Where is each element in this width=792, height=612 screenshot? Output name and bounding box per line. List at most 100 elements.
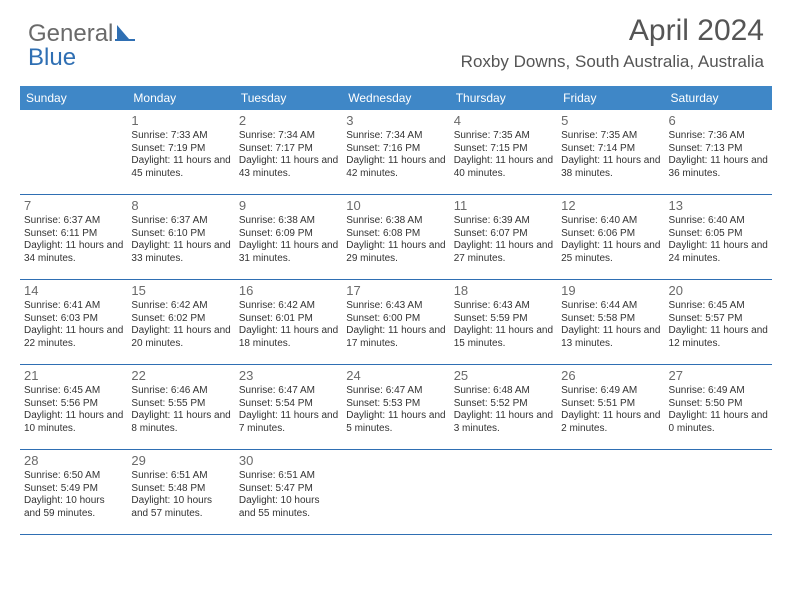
day-cell: 25Sunrise: 6:48 AMSunset: 5:52 PMDayligh…	[450, 365, 557, 449]
sunset-line: Sunset: 6:01 PM	[239, 313, 338, 326]
sunrise-line: Sunrise: 6:50 AM	[24, 470, 123, 483]
sunrise-line: Sunrise: 6:41 AM	[24, 300, 123, 313]
sunrise-line: Sunrise: 6:38 AM	[346, 215, 445, 228]
day-number: 29	[131, 453, 230, 469]
daylight-line: Daylight: 11 hours and 0 minutes.	[669, 410, 768, 435]
day-number: 28	[24, 453, 123, 469]
sunrise-line: Sunrise: 6:49 AM	[669, 385, 768, 398]
sunset-line: Sunset: 7:17 PM	[239, 143, 338, 156]
day-cell: 20Sunrise: 6:45 AMSunset: 5:57 PMDayligh…	[665, 280, 772, 364]
sunrise-line: Sunrise: 6:40 AM	[669, 215, 768, 228]
sunrise-line: Sunrise: 7:35 AM	[454, 130, 553, 143]
day-header-cell: Tuesday	[235, 86, 342, 110]
location: Roxby Downs, South Australia, Australia	[461, 52, 764, 72]
daylight-line: Daylight: 11 hours and 36 minutes.	[669, 155, 768, 180]
day-number: 15	[131, 283, 230, 299]
daylight-line: Daylight: 10 hours and 59 minutes.	[24, 495, 123, 520]
sunset-line: Sunset: 6:07 PM	[454, 228, 553, 241]
day-header-cell: Thursday	[450, 86, 557, 110]
sunset-line: Sunset: 6:08 PM	[346, 228, 445, 241]
sunrise-line: Sunrise: 6:42 AM	[239, 300, 338, 313]
sunset-line: Sunset: 7:15 PM	[454, 143, 553, 156]
day-cell	[450, 450, 557, 534]
day-cell: 15Sunrise: 6:42 AMSunset: 6:02 PMDayligh…	[127, 280, 234, 364]
day-cell: 26Sunrise: 6:49 AMSunset: 5:51 PMDayligh…	[557, 365, 664, 449]
day-number: 21	[24, 368, 123, 384]
day-header-cell: Wednesday	[342, 86, 449, 110]
day-cell: 28Sunrise: 6:50 AMSunset: 5:49 PMDayligh…	[20, 450, 127, 534]
daylight-line: Daylight: 11 hours and 15 minutes.	[454, 325, 553, 350]
daylight-line: Daylight: 11 hours and 27 minutes.	[454, 240, 553, 265]
title-block: April 2024 Roxby Downs, South Australia,…	[461, 14, 764, 72]
month-title: April 2024	[461, 14, 764, 48]
week-row: 14Sunrise: 6:41 AMSunset: 6:03 PMDayligh…	[20, 280, 772, 365]
sunset-line: Sunset: 5:59 PM	[454, 313, 553, 326]
day-cell: 21Sunrise: 6:45 AMSunset: 5:56 PMDayligh…	[20, 365, 127, 449]
sunset-line: Sunset: 5:56 PM	[24, 398, 123, 411]
daylight-line: Daylight: 11 hours and 17 minutes.	[346, 325, 445, 350]
sunrise-line: Sunrise: 6:42 AM	[131, 300, 230, 313]
day-number: 9	[239, 198, 338, 214]
logo-text-2: Blue	[28, 44, 76, 72]
sunset-line: Sunset: 5:58 PM	[561, 313, 660, 326]
day-number: 17	[346, 283, 445, 299]
daylight-line: Daylight: 11 hours and 22 minutes.	[24, 325, 123, 350]
daylight-line: Daylight: 11 hours and 31 minutes.	[239, 240, 338, 265]
sunset-line: Sunset: 5:52 PM	[454, 398, 553, 411]
day-header-cell: Friday	[557, 86, 664, 110]
daylight-line: Daylight: 11 hours and 40 minutes.	[454, 155, 553, 180]
day-cell: 10Sunrise: 6:38 AMSunset: 6:08 PMDayligh…	[342, 195, 449, 279]
daylight-line: Daylight: 11 hours and 24 minutes.	[669, 240, 768, 265]
day-number: 22	[131, 368, 230, 384]
daylight-line: Daylight: 11 hours and 13 minutes.	[561, 325, 660, 350]
day-number: 8	[131, 198, 230, 214]
day-cell	[557, 450, 664, 534]
day-cell: 11Sunrise: 6:39 AMSunset: 6:07 PMDayligh…	[450, 195, 557, 279]
day-number: 27	[669, 368, 768, 384]
sunrise-line: Sunrise: 6:40 AM	[561, 215, 660, 228]
day-number: 6	[669, 113, 768, 129]
day-cell: 13Sunrise: 6:40 AMSunset: 6:05 PMDayligh…	[665, 195, 772, 279]
day-cell	[20, 110, 127, 194]
sunset-line: Sunset: 5:57 PM	[669, 313, 768, 326]
sunrise-line: Sunrise: 7:35 AM	[561, 130, 660, 143]
sunset-line: Sunset: 6:00 PM	[346, 313, 445, 326]
daylight-line: Daylight: 11 hours and 7 minutes.	[239, 410, 338, 435]
sunrise-line: Sunrise: 6:43 AM	[346, 300, 445, 313]
day-cell: 19Sunrise: 6:44 AMSunset: 5:58 PMDayligh…	[557, 280, 664, 364]
day-cell: 4Sunrise: 7:35 AMSunset: 7:15 PMDaylight…	[450, 110, 557, 194]
day-cell: 12Sunrise: 6:40 AMSunset: 6:06 PMDayligh…	[557, 195, 664, 279]
day-number: 12	[561, 198, 660, 214]
daylight-line: Daylight: 11 hours and 33 minutes.	[131, 240, 230, 265]
sunset-line: Sunset: 5:53 PM	[346, 398, 445, 411]
day-header-cell: Sunday	[20, 86, 127, 110]
sunset-line: Sunset: 6:02 PM	[131, 313, 230, 326]
sunrise-line: Sunrise: 7:33 AM	[131, 130, 230, 143]
week-row: 1Sunrise: 7:33 AMSunset: 7:19 PMDaylight…	[20, 110, 772, 195]
day-cell: 9Sunrise: 6:38 AMSunset: 6:09 PMDaylight…	[235, 195, 342, 279]
daylight-line: Daylight: 11 hours and 18 minutes.	[239, 325, 338, 350]
sunset-line: Sunset: 5:55 PM	[131, 398, 230, 411]
day-number: 11	[454, 198, 553, 214]
sunrise-line: Sunrise: 7:34 AM	[239, 130, 338, 143]
sunrise-line: Sunrise: 6:43 AM	[454, 300, 553, 313]
day-number: 16	[239, 283, 338, 299]
daylight-line: Daylight: 11 hours and 5 minutes.	[346, 410, 445, 435]
sunset-line: Sunset: 6:05 PM	[669, 228, 768, 241]
daylight-line: Daylight: 11 hours and 12 minutes.	[669, 325, 768, 350]
daylight-line: Daylight: 11 hours and 42 minutes.	[346, 155, 445, 180]
sunrise-line: Sunrise: 6:44 AM	[561, 300, 660, 313]
week-row: 28Sunrise: 6:50 AMSunset: 5:49 PMDayligh…	[20, 450, 772, 535]
day-cell: 14Sunrise: 6:41 AMSunset: 6:03 PMDayligh…	[20, 280, 127, 364]
day-number: 5	[561, 113, 660, 129]
day-number: 13	[669, 198, 768, 214]
logo-sail-icon	[115, 23, 135, 41]
day-cell: 17Sunrise: 6:43 AMSunset: 6:00 PMDayligh…	[342, 280, 449, 364]
sunset-line: Sunset: 6:03 PM	[24, 313, 123, 326]
day-cell: 5Sunrise: 7:35 AMSunset: 7:14 PMDaylight…	[557, 110, 664, 194]
week-row: 7Sunrise: 6:37 AMSunset: 6:11 PMDaylight…	[20, 195, 772, 280]
sunrise-line: Sunrise: 6:48 AM	[454, 385, 553, 398]
daylight-line: Daylight: 11 hours and 34 minutes.	[24, 240, 123, 265]
sunrise-line: Sunrise: 6:37 AM	[131, 215, 230, 228]
day-number: 19	[561, 283, 660, 299]
